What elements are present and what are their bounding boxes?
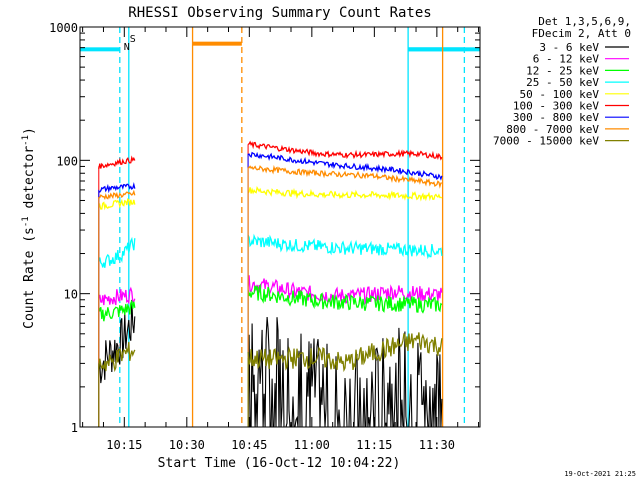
marker-s: S [130,34,136,45]
y-axis-label-exponent: -1 [21,216,31,227]
legend: Det 1,3,5,6,9,FDecim 2, Att 03 - 6 keV6 … [493,15,631,148]
y-axis-label-exponent: -1 [21,135,31,146]
interval-bar-night [80,47,120,52]
axes: 1 10 100 1000 10:15 10:30 10:45 11:00 11:15 11:30 [49,21,481,452]
series-line-5-0 [98,155,136,170]
y-axis-label: Count Rate (s-1 detector-1) [21,127,37,329]
legend-header: FDecim 2, Att 0 [532,27,631,40]
y-tick-label: 1 [71,421,78,435]
series-line-8-0 [98,341,136,373]
y-axis-label-text: ) [22,127,37,135]
marker-n: N [124,42,130,53]
legend-entry-label: 50 - 100 keV [520,88,600,101]
series-line-2-1 [247,283,443,314]
legend-entry-label: 800 - 7000 keV [506,123,599,136]
interval-bar-saa [192,41,242,46]
legend-entry-label: 12 - 25 keV [526,64,599,77]
legend-entry-label: 300 - 800 keV [513,111,599,124]
footer-date: 19-Oct-2021 21:25 [564,470,636,478]
x-axis-label: Start Time (16-Oct-12 10:04:22) [158,456,401,471]
series-line-5-1 [247,140,443,161]
series-line-2-0 [98,300,136,322]
x-tick-label: 10:45 [231,438,267,452]
y-tick-label: 1000 [49,21,78,35]
series-line-1-1 [247,275,443,306]
series-line-4-0 [98,198,136,211]
plot-area: SN [80,27,480,427]
legend-entry-label: 7000 - 15000 keV [493,135,599,148]
series-line-6-0 [98,181,136,194]
series-line-1-0 [98,286,136,306]
series-line-0-0 [98,299,136,384]
series-line-0-1 [247,316,443,427]
series-line-7-1 [247,164,442,189]
x-tick-label: 11:00 [294,438,330,452]
x-tick-label: 10:30 [169,438,205,452]
legend-entry-label: 3 - 6 keV [539,41,599,54]
x-tick-label: 11:30 [419,438,455,452]
chart-title: RHESSI Observing Summary Count Rates [128,5,431,21]
y-tick-label: 100 [56,154,78,168]
y-tick-label: 10 [64,288,78,302]
x-tick-label: 10:15 [106,438,142,452]
interval-bar-night2-ext [408,47,480,52]
legend-entry-label: 6 - 12 keV [533,53,600,66]
legend-entry-label: 25 - 50 keV [526,76,599,89]
series-line-7-0 [98,189,136,201]
series-line-3-1 [247,233,443,260]
y-axis-label-text: Count Rate (s [22,227,37,329]
y-axis-label-text: detector [22,146,37,217]
series-line-3-0 [98,236,136,268]
series-line-4-1 [247,185,443,202]
legend-entry-label: 100 - 300 keV [513,100,599,113]
series-line-8-1 [247,332,443,373]
plot-frame [79,26,481,428]
x-tick-label: 11:15 [356,438,392,452]
legend-header: Det 1,3,5,6,9, [538,15,631,28]
series-line-6-1 [247,151,443,181]
plot-content: SN [80,27,480,427]
